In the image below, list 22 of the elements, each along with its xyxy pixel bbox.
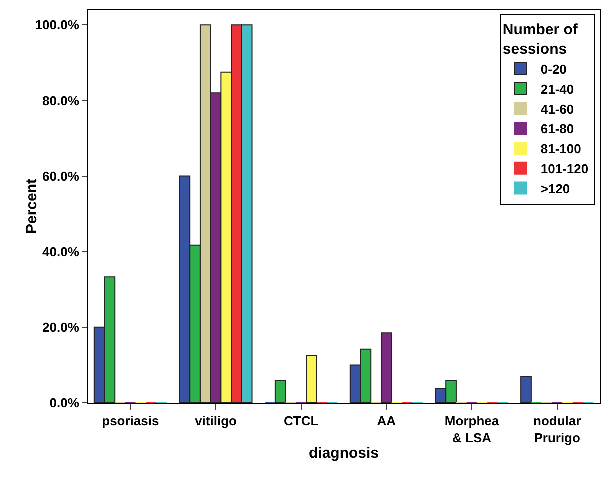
y-axis-title: Percent bbox=[24, 178, 41, 234]
x-tick-label: vitiligo bbox=[195, 414, 237, 429]
y-tick-label: 20.0% bbox=[42, 320, 80, 335]
x-axis-title: diagnosis bbox=[308, 445, 380, 462]
legend-title: Number of sessions bbox=[502, 21, 579, 58]
legend-label: 0-20 bbox=[540, 62, 567, 77]
x-tick-label: nodular Prurigo bbox=[533, 414, 582, 446]
legend-label: 41-60 bbox=[540, 102, 574, 117]
y-tick-label: 40.0% bbox=[42, 244, 80, 260]
y-tick-label: 80.0% bbox=[42, 93, 80, 108]
x-tick-label: AA bbox=[377, 414, 397, 429]
legend-label: 81-100 bbox=[540, 142, 582, 157]
legend-label: >120 bbox=[540, 181, 570, 196]
legend-label: 21-40 bbox=[540, 82, 574, 97]
y-tick-label: 0.0% bbox=[50, 396, 80, 411]
legend-label: 61-80 bbox=[540, 122, 574, 137]
x-tick-label: psoriasis bbox=[102, 414, 160, 429]
x-tick-label: Morphea & LSA bbox=[444, 414, 500, 446]
x-tick-label: CTCL bbox=[284, 414, 319, 429]
legend-label: 101-120 bbox=[540, 161, 589, 176]
y-tick-label: 60.0% bbox=[42, 168, 80, 184]
y-tick-label: 100.0% bbox=[35, 18, 80, 33]
